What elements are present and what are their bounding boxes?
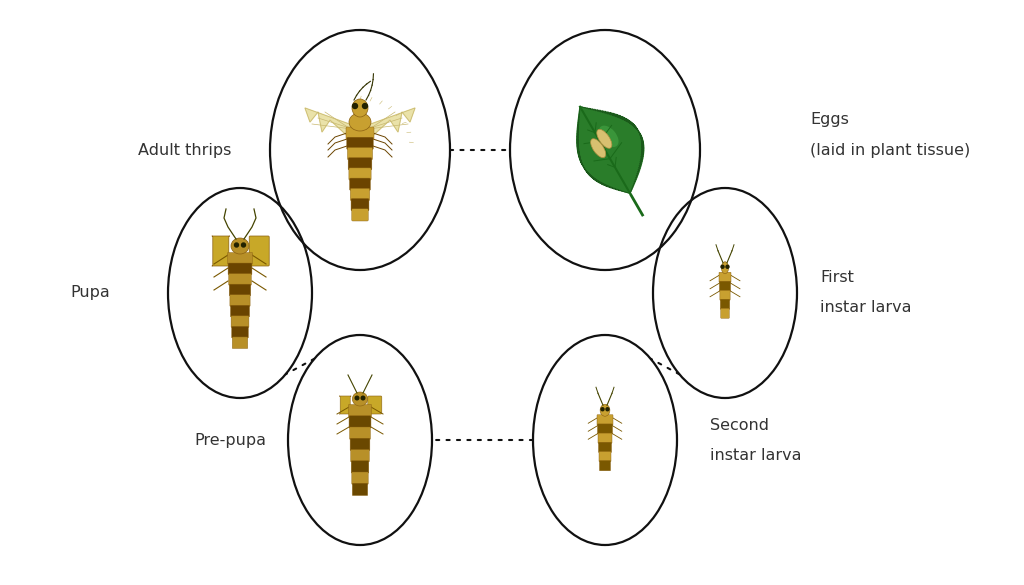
FancyBboxPatch shape (720, 300, 730, 309)
FancyBboxPatch shape (349, 168, 371, 180)
FancyBboxPatch shape (349, 178, 371, 190)
Circle shape (601, 408, 604, 411)
FancyBboxPatch shape (350, 438, 370, 450)
FancyBboxPatch shape (227, 253, 253, 264)
Ellipse shape (288, 335, 432, 545)
Polygon shape (368, 108, 415, 140)
FancyBboxPatch shape (349, 416, 371, 428)
Ellipse shape (352, 392, 368, 406)
Ellipse shape (653, 188, 797, 398)
Circle shape (726, 265, 729, 269)
Ellipse shape (510, 30, 700, 270)
Circle shape (352, 104, 357, 108)
FancyBboxPatch shape (347, 137, 374, 149)
Ellipse shape (231, 238, 249, 254)
Ellipse shape (168, 188, 312, 398)
FancyBboxPatch shape (249, 236, 269, 266)
Circle shape (362, 104, 368, 108)
FancyBboxPatch shape (212, 236, 229, 266)
FancyBboxPatch shape (347, 147, 373, 160)
FancyBboxPatch shape (721, 308, 729, 318)
FancyBboxPatch shape (339, 396, 351, 414)
FancyBboxPatch shape (351, 461, 369, 473)
Text: instar larva: instar larva (820, 301, 911, 315)
Text: Eggs: Eggs (810, 112, 849, 128)
FancyBboxPatch shape (352, 483, 368, 495)
Ellipse shape (591, 139, 605, 157)
FancyBboxPatch shape (346, 127, 374, 139)
Ellipse shape (270, 30, 450, 270)
Text: Second: Second (710, 418, 769, 432)
FancyBboxPatch shape (720, 281, 730, 291)
Ellipse shape (597, 129, 612, 148)
FancyBboxPatch shape (231, 316, 249, 328)
FancyBboxPatch shape (352, 209, 369, 221)
Ellipse shape (349, 113, 371, 131)
Ellipse shape (534, 335, 677, 545)
FancyBboxPatch shape (349, 427, 371, 439)
FancyBboxPatch shape (352, 472, 369, 484)
Text: instar larva: instar larva (710, 448, 802, 463)
Ellipse shape (352, 99, 368, 117)
FancyBboxPatch shape (230, 305, 250, 317)
Text: First: First (820, 270, 854, 285)
FancyBboxPatch shape (720, 290, 730, 300)
FancyBboxPatch shape (348, 404, 372, 417)
FancyBboxPatch shape (597, 424, 612, 434)
FancyBboxPatch shape (231, 326, 248, 338)
FancyBboxPatch shape (719, 272, 731, 282)
Text: Pupa: Pupa (70, 285, 110, 301)
FancyBboxPatch shape (599, 452, 611, 462)
FancyBboxPatch shape (232, 337, 248, 349)
FancyBboxPatch shape (351, 198, 369, 211)
Circle shape (606, 408, 609, 411)
FancyBboxPatch shape (348, 158, 372, 170)
FancyBboxPatch shape (228, 263, 252, 274)
FancyBboxPatch shape (230, 295, 250, 307)
Ellipse shape (599, 126, 618, 147)
FancyBboxPatch shape (598, 442, 611, 452)
Circle shape (721, 265, 724, 269)
FancyBboxPatch shape (350, 188, 370, 201)
FancyBboxPatch shape (368, 396, 382, 414)
Circle shape (242, 243, 246, 247)
FancyBboxPatch shape (597, 415, 613, 425)
FancyBboxPatch shape (599, 460, 610, 471)
Ellipse shape (722, 261, 728, 274)
Circle shape (355, 396, 358, 400)
Polygon shape (305, 108, 352, 140)
Circle shape (361, 396, 365, 400)
FancyBboxPatch shape (350, 449, 370, 462)
Text: Adult thrips: Adult thrips (138, 143, 231, 157)
Ellipse shape (600, 404, 610, 417)
FancyBboxPatch shape (229, 284, 251, 296)
Text: Pre-pupa: Pre-pupa (194, 432, 266, 448)
FancyBboxPatch shape (598, 433, 612, 443)
Circle shape (234, 243, 239, 247)
FancyBboxPatch shape (228, 274, 251, 285)
Text: (laid in plant tissue): (laid in plant tissue) (810, 143, 971, 157)
Polygon shape (577, 106, 644, 193)
